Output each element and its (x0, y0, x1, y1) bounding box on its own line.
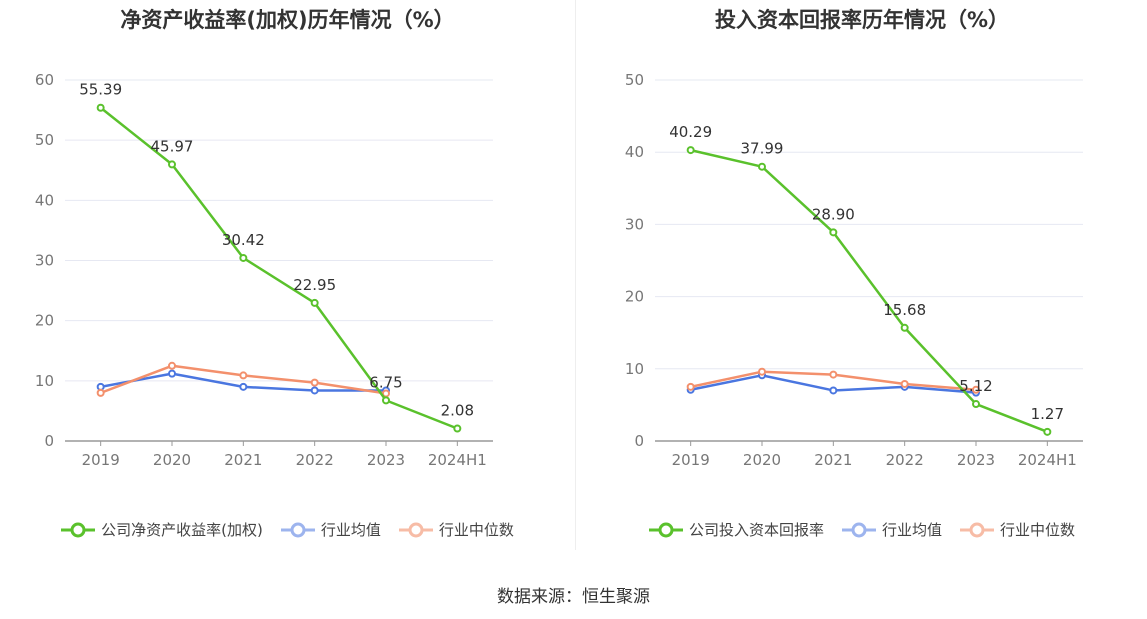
data-label: 15.68 (883, 301, 926, 319)
x-tick-label: 2024H1 (1018, 451, 1077, 469)
y-tick-label: 10 (35, 372, 54, 390)
y-tick-label: 20 (35, 312, 54, 330)
x-tick-label: 2020 (153, 451, 191, 469)
y-tick-label: 40 (625, 143, 644, 161)
legend-label: 行业均值 (881, 521, 942, 539)
x-tick-label: 2019 (672, 451, 710, 469)
legend-company-icon (648, 522, 683, 537)
y-tick-label: 0 (44, 432, 54, 450)
y-tick-label: 30 (35, 252, 54, 270)
data-label: 5.12 (959, 377, 992, 395)
roe-line-chart: 0 10 20 30 40 50 60 2019 2020 2021 2022 2023 2024H1 5… (35, 71, 493, 469)
data-point (972, 385, 980, 394)
data-point (900, 379, 909, 388)
data-point (239, 253, 248, 262)
roic-chart-panel: 投入资本回报率历年情况（%） 0 10 20 30 40 50 2019 2020 2021 20… (577, 0, 1147, 560)
data-point (168, 361, 176, 370)
legend-label: 公司净资产收益率(加权) (101, 521, 263, 539)
data-label: 55.39 (79, 81, 122, 99)
x-tick-label: 2021 (224, 451, 262, 469)
data-point (168, 369, 176, 378)
y-tick-label: 0 (634, 432, 644, 450)
legend-label: 公司投入资本回报率 (688, 521, 824, 539)
legend-item-industry-avg[interactable]: 行业均值 (841, 519, 942, 540)
data-point (686, 382, 695, 391)
data-point (310, 386, 319, 395)
company-line (99, 106, 458, 430)
legend-company-icon (61, 522, 96, 537)
data-point (310, 378, 319, 387)
data-point (310, 298, 319, 307)
data-label: 40.29 (669, 123, 712, 141)
data-label: 45.97 (151, 137, 194, 155)
x-tick-label: 2024H1 (428, 451, 487, 469)
data-point (382, 396, 390, 405)
data-point (453, 424, 462, 433)
data-point (239, 371, 248, 380)
x-tick-label: 2020 (743, 451, 781, 469)
data-point (829, 386, 838, 395)
legend-item-industry-median[interactable]: 行业中位数 (398, 519, 514, 540)
legend-item-company[interactable]: 公司净资产收益率(加权) (61, 519, 263, 540)
company-line (690, 148, 1048, 433)
roe-chart-panel: 净资产收益率(加权)历年情况（%） 0 10 20 30 40 50 60 2019 2020 2… (0, 0, 575, 560)
data-point (758, 162, 766, 171)
x-tick-label: 2019 (82, 451, 120, 469)
y-tick-label: 50 (35, 131, 54, 149)
data-point (972, 400, 980, 409)
data-point (829, 228, 838, 237)
data-point (758, 367, 766, 376)
legend-median-icon (960, 522, 994, 537)
data-label: 28.90 (812, 205, 855, 223)
legend: 公司净资产收益率(加权) 行业均值 行业中位数 (0, 519, 575, 540)
legend-avg-icon (280, 522, 315, 537)
data-point (239, 382, 248, 391)
y-tick-label: 20 (625, 288, 644, 306)
data-point (96, 388, 105, 397)
data-point (900, 323, 909, 332)
legend-item-company[interactable]: 公司投入资本回报率 (648, 519, 824, 540)
y-tick-label: 30 (625, 215, 644, 233)
legend-avg-icon (841, 522, 876, 537)
data-label: 22.95 (293, 276, 336, 294)
roic-line-chart: 0 10 20 30 40 50 2019 2020 2021 2022 2023 2024H1 40.… (625, 71, 1083, 469)
chart-title: 净资产收益率(加权)历年情况（%） (120, 8, 455, 32)
y-tick-label: 10 (625, 360, 644, 378)
x-tick-label: 2022 (886, 451, 924, 469)
y-tick-label: 60 (35, 71, 54, 89)
data-point (686, 146, 695, 155)
legend-item-industry-avg[interactable]: 行业均值 (280, 519, 381, 540)
x-tick-label: 2023 (957, 451, 995, 469)
chart-title: 投入资本回报率历年情况（%） (714, 8, 1010, 32)
data-label: 6.75 (369, 373, 402, 391)
data-label: 30.42 (222, 231, 265, 249)
y-tick-label: 50 (625, 71, 644, 89)
data-label: 2.08 (441, 401, 474, 419)
data-point (829, 370, 838, 379)
data-label: 1.27 (1031, 405, 1064, 423)
y-tick-label: 40 (35, 191, 54, 209)
panel-divider (575, 0, 576, 550)
legend-label: 行业均值 (320, 521, 381, 539)
legend-item-industry-median[interactable]: 行业中位数 (960, 519, 1075, 540)
legend-label: 行业中位数 (438, 521, 514, 539)
data-point (96, 103, 105, 112)
x-tick-label: 2021 (814, 451, 852, 469)
data-point (168, 160, 176, 169)
data-label: 37.99 (741, 140, 784, 158)
legend-median-icon (398, 522, 433, 537)
legend-label: 行业中位数 (1000, 521, 1076, 539)
legend: 公司投入资本回报率 行业均值 行业中位数 (577, 519, 1147, 540)
data-point (1043, 427, 1052, 436)
data-source: 数据来源：恒生聚源 (497, 587, 650, 607)
x-tick-label: 2022 (296, 451, 334, 469)
x-tick-label: 2023 (367, 451, 405, 469)
